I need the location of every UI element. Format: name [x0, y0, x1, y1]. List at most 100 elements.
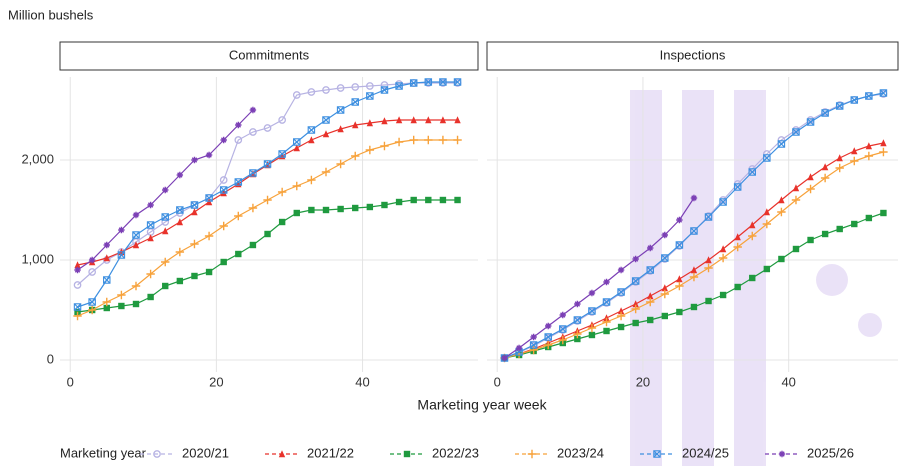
- point: [337, 125, 344, 133]
- legend-marker: [403, 450, 411, 458]
- point: [204, 231, 214, 241]
- point: [792, 128, 800, 136]
- point: [131, 281, 141, 291]
- point: [821, 230, 829, 238]
- point: [102, 297, 111, 307]
- point: [263, 124, 272, 132]
- point: [234, 211, 243, 221]
- point: [850, 156, 859, 166]
- point: [103, 241, 110, 249]
- y-axis-title: Million bushels: [8, 7, 94, 22]
- point: [103, 304, 110, 312]
- legend-marker: [527, 449, 537, 459]
- point: [176, 171, 184, 179]
- point: [366, 119, 374, 127]
- point: [661, 254, 669, 262]
- point: [438, 135, 448, 145]
- point: [278, 150, 286, 158]
- point: [661, 231, 669, 239]
- point: [865, 142, 873, 150]
- point: [748, 231, 757, 241]
- point: [307, 126, 316, 134]
- point: [263, 195, 272, 205]
- point: [191, 272, 198, 280]
- point: [559, 325, 567, 333]
- point: [352, 121, 359, 129]
- point: [73, 311, 82, 321]
- point: [147, 234, 154, 242]
- legend-label: 2022/23: [432, 445, 479, 460]
- point: [235, 121, 242, 129]
- point: [322, 86, 330, 94]
- x-tick-label: 20: [636, 374, 650, 389]
- point: [293, 209, 300, 217]
- x-tick-label: 0: [67, 374, 74, 389]
- facet-strip: [486, 41, 899, 71]
- point: [836, 154, 843, 162]
- point: [307, 175, 316, 185]
- point: [821, 163, 829, 171]
- point: [424, 78, 433, 86]
- legend-label: 2024/25: [682, 445, 729, 460]
- legend-title: Marketing year: [60, 445, 147, 460]
- point: [704, 263, 713, 273]
- point: [190, 201, 199, 209]
- point: [778, 196, 785, 204]
- point: [675, 281, 684, 291]
- point: [292, 91, 301, 99]
- point: [689, 272, 699, 282]
- x-tick-label: 20: [209, 374, 223, 389]
- point: [865, 92, 873, 100]
- point: [632, 300, 639, 308]
- point: [835, 163, 844, 173]
- point: [176, 206, 184, 214]
- point: [366, 203, 374, 211]
- point: [617, 323, 625, 331]
- point: [661, 312, 669, 320]
- point: [293, 144, 300, 152]
- point: [530, 333, 537, 341]
- point: [588, 331, 596, 339]
- point: [588, 289, 596, 297]
- point: [336, 84, 345, 92]
- point: [632, 255, 639, 263]
- point: [365, 145, 375, 155]
- point: [602, 317, 611, 327]
- point: [337, 205, 344, 213]
- point: [647, 292, 654, 300]
- point: [234, 178, 243, 186]
- point: [219, 176, 228, 184]
- point: [603, 278, 610, 286]
- point: [307, 88, 316, 96]
- point: [439, 116, 447, 124]
- point: [616, 311, 626, 321]
- point: [162, 227, 169, 235]
- point: [249, 169, 257, 177]
- point: [453, 78, 462, 86]
- point: [820, 173, 830, 183]
- point: [73, 281, 82, 289]
- point: [646, 266, 654, 274]
- point: [176, 277, 184, 285]
- point: [806, 184, 815, 194]
- point: [425, 116, 432, 124]
- point: [308, 206, 315, 214]
- y-tick-label: 2,000: [21, 151, 54, 166]
- point: [529, 345, 538, 355]
- point: [365, 82, 374, 90]
- point: [835, 102, 844, 110]
- point: [880, 209, 887, 217]
- point: [690, 303, 698, 311]
- point: [453, 135, 462, 145]
- point: [515, 344, 523, 352]
- point: [117, 251, 126, 259]
- point: [762, 219, 772, 229]
- x-axis-title: Marketing year week: [417, 397, 547, 413]
- point: [394, 137, 404, 147]
- point: [380, 86, 389, 94]
- point: [690, 194, 698, 202]
- point: [220, 258, 227, 266]
- legend-marker: [653, 450, 661, 458]
- point: [88, 268, 97, 276]
- point: [588, 307, 596, 315]
